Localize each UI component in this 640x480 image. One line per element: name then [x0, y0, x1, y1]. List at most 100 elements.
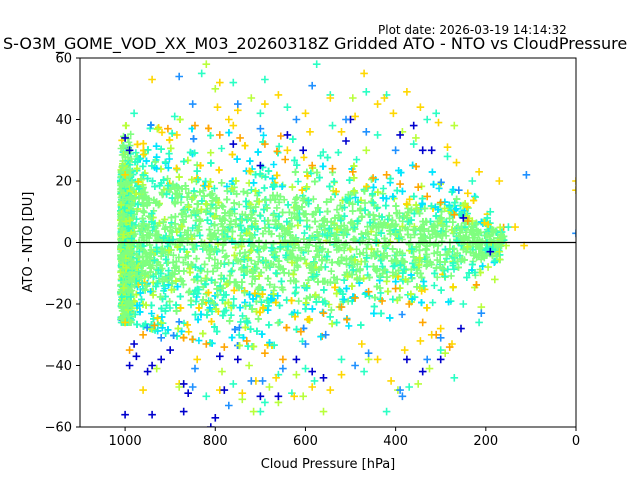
data-point	[184, 226, 192, 234]
data-point	[157, 319, 165, 327]
data-point	[410, 253, 418, 261]
data-point	[179, 258, 187, 266]
data-point	[370, 303, 378, 310]
data-point	[303, 217, 311, 225]
data-point	[272, 269, 280, 277]
data-point	[418, 299, 425, 307]
data-point	[153, 125, 161, 133]
data-point	[149, 291, 157, 299]
data-point	[265, 321, 273, 329]
data-point	[260, 131, 267, 139]
data-point	[197, 162, 204, 169]
data-point	[413, 269, 421, 277]
data-point	[235, 284, 243, 292]
data-point	[217, 260, 225, 267]
data-point	[242, 302, 249, 310]
data-point	[227, 267, 235, 275]
data-point	[293, 194, 301, 201]
data-point	[212, 305, 220, 313]
data-point	[185, 328, 193, 336]
data-point	[345, 322, 353, 330]
data-point	[225, 259, 233, 267]
data-point	[384, 287, 392, 295]
data-point	[290, 266, 298, 274]
data-point	[173, 307, 181, 315]
data-point	[423, 304, 431, 312]
data-point	[382, 202, 390, 210]
data-point	[172, 277, 180, 285]
data-point	[153, 244, 161, 252]
data-point	[301, 255, 309, 263]
chart-title: S-O3M_GOME_VOD_XX_M03_20260318Z Gridded …	[3, 34, 628, 53]
data-point	[317, 152, 325, 160]
data-point	[228, 334, 236, 342]
data-point	[319, 148, 327, 156]
data-point	[397, 169, 405, 177]
data-point	[335, 286, 343, 294]
data-point	[407, 216, 415, 224]
data-point	[210, 184, 218, 192]
data-point	[386, 238, 394, 246]
data-point	[385, 212, 393, 220]
data-point	[496, 223, 504, 231]
points-layer	[117, 60, 576, 427]
data-point	[279, 208, 287, 216]
data-point	[164, 164, 172, 172]
data-point	[422, 246, 430, 254]
data-point	[274, 292, 282, 300]
data-point	[264, 275, 272, 282]
data-point	[312, 291, 319, 299]
data-point	[171, 213, 179, 221]
data-point	[206, 178, 214, 186]
data-point	[422, 262, 430, 270]
data-point	[302, 305, 309, 313]
data-point	[237, 318, 245, 326]
data-point	[134, 201, 142, 208]
data-point	[183, 193, 191, 201]
data-point	[275, 198, 283, 206]
data-point	[175, 173, 183, 181]
data-point	[284, 256, 292, 263]
data-point	[194, 316, 202, 324]
data-point	[330, 274, 338, 281]
data-point	[442, 218, 450, 226]
data-point	[184, 321, 191, 329]
data-point	[383, 252, 391, 260]
data-point	[273, 204, 281, 212]
data-point	[253, 246, 261, 254]
data-point	[179, 234, 187, 242]
data-point	[211, 212, 219, 220]
data-point	[324, 248, 332, 256]
data-point	[147, 121, 155, 129]
data-point	[282, 251, 290, 259]
data-point	[293, 261, 301, 269]
data-point	[168, 228, 176, 236]
data-point	[247, 186, 255, 194]
data-point	[278, 284, 286, 292]
data-point	[259, 304, 267, 312]
data-point	[168, 129, 176, 137]
data-point	[237, 257, 244, 265]
data-point	[349, 207, 357, 215]
data-point	[148, 310, 156, 317]
data-point	[332, 188, 340, 196]
data-point	[193, 167, 201, 175]
data-point	[147, 246, 155, 254]
data-point	[430, 180, 438, 188]
data-point	[158, 265, 166, 273]
data-point	[326, 182, 334, 190]
data-point	[270, 161, 278, 168]
data-point	[377, 219, 385, 227]
data-point	[233, 155, 241, 163]
data-point	[195, 223, 203, 231]
data-point	[310, 274, 318, 282]
data-point	[331, 283, 339, 291]
data-point	[183, 231, 191, 239]
data-point	[358, 230, 365, 238]
data-point	[381, 234, 388, 242]
data-point	[197, 206, 205, 214]
data-point	[132, 290, 140, 298]
data-point	[363, 254, 371, 262]
data-point	[187, 297, 195, 305]
data-point	[353, 156, 361, 164]
